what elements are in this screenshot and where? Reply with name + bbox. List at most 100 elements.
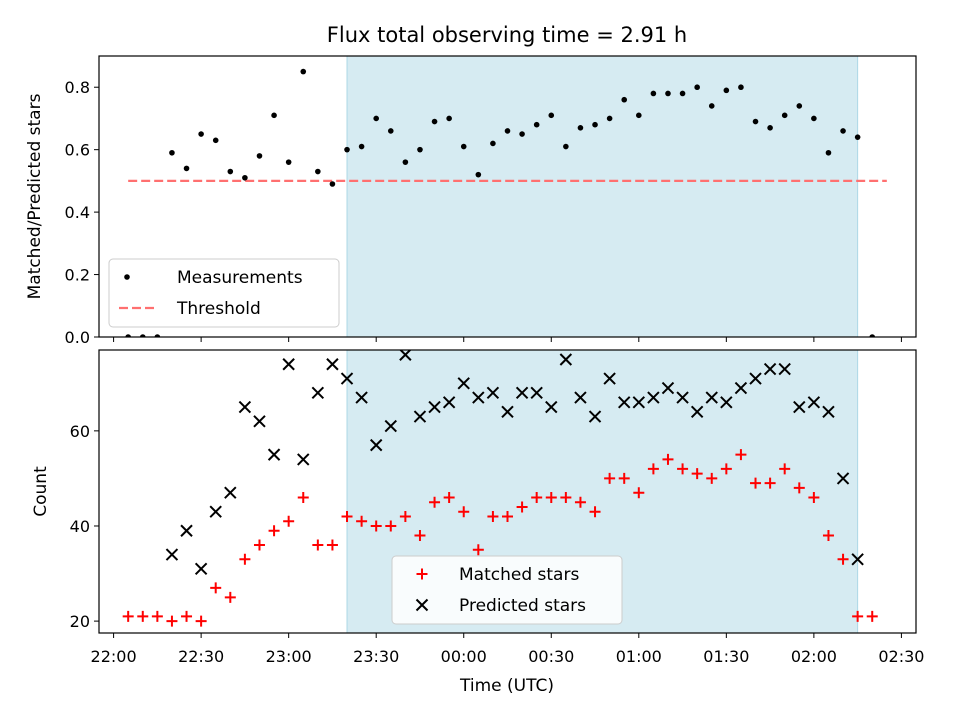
measurements-point bbox=[781, 112, 788, 119]
matched-stars-point bbox=[545, 491, 557, 503]
x-tick-label: 00:30 bbox=[528, 647, 574, 666]
measurements-point bbox=[198, 131, 204, 137]
y-tick-label: 0.6 bbox=[65, 141, 90, 160]
measurements-point bbox=[490, 140, 496, 147]
predicted-stars-point bbox=[574, 391, 587, 404]
matched-stars-point bbox=[720, 463, 732, 475]
predicted-stars-point bbox=[778, 362, 791, 376]
chart-title: Flux total observing time = 2.91 h bbox=[327, 23, 687, 47]
measurements-point bbox=[285, 159, 292, 165]
predicted-stars-point bbox=[851, 553, 864, 566]
legend: Measurements Threshold bbox=[108, 258, 340, 328]
x-tick-label: 02:00 bbox=[791, 647, 837, 666]
predicted-stars-point bbox=[267, 448, 281, 461]
matched-stars-point bbox=[735, 449, 747, 461]
matched-stars-point bbox=[399, 510, 411, 522]
matched-stars-point bbox=[137, 610, 149, 622]
matched-stars-point bbox=[429, 496, 441, 508]
measurements-point bbox=[708, 103, 715, 109]
measurements-point bbox=[767, 125, 773, 131]
x-tick-label: 23:30 bbox=[353, 647, 399, 666]
matched-stars-point bbox=[574, 496, 586, 508]
x-tick-label: 01:00 bbox=[616, 647, 662, 666]
matched-stars-point bbox=[312, 539, 324, 551]
x-tick-label: 22:00 bbox=[91, 647, 137, 666]
measurements-point bbox=[300, 68, 307, 75]
measurements-point bbox=[854, 134, 861, 140]
matched-stars-point bbox=[779, 463, 791, 475]
predicted-stars-point bbox=[399, 350, 412, 361]
matched-stars-point bbox=[764, 477, 776, 489]
x-tick-label: 01:30 bbox=[703, 647, 749, 666]
predicted-stars-point bbox=[807, 396, 821, 409]
matched-stars-point bbox=[560, 491, 572, 503]
matched-stars-point bbox=[647, 463, 659, 475]
measurements-point bbox=[256, 153, 263, 159]
matched-stars-point bbox=[793, 482, 805, 494]
x-tick-label: 00:00 bbox=[441, 647, 487, 666]
predicted-stars-point bbox=[632, 396, 646, 409]
matched-stars-point bbox=[385, 520, 397, 532]
predicted-stars-point bbox=[749, 372, 762, 385]
predicted-stars-point bbox=[253, 415, 266, 428]
predicted-stars-point bbox=[297, 453, 310, 466]
matched-stars-point bbox=[370, 520, 382, 532]
predicted-stars-point bbox=[705, 391, 718, 404]
predicted-stars-point bbox=[486, 386, 500, 400]
y-tick-label: 20 bbox=[70, 612, 90, 631]
predicted-stars-point bbox=[530, 386, 543, 400]
matched-stars-point bbox=[210, 582, 222, 594]
predicted-stars-point bbox=[734, 381, 748, 395]
measurements-point bbox=[446, 115, 452, 122]
measurements-point bbox=[738, 84, 744, 91]
y-tick-label: 60 bbox=[70, 422, 90, 441]
matched-stars-point bbox=[691, 468, 703, 480]
matched-stars-point bbox=[487, 510, 499, 522]
measurements-point bbox=[329, 181, 336, 187]
predicted-stars-point bbox=[209, 505, 222, 518]
measurements-point bbox=[139, 334, 146, 337]
measurements-point bbox=[227, 168, 234, 175]
measurements-point bbox=[315, 168, 321, 175]
matched-stars-point bbox=[122, 610, 134, 622]
matched-stars-point bbox=[356, 515, 368, 527]
predicted-stars-point bbox=[384, 419, 397, 433]
y-axis-label: Count bbox=[31, 466, 51, 517]
legend-label: Threshold bbox=[176, 299, 261, 319]
predicted-stars-point bbox=[428, 400, 441, 414]
measurements-point bbox=[387, 128, 394, 134]
matched-stars-point bbox=[443, 491, 455, 503]
predicted-stars-point bbox=[369, 438, 383, 452]
legend-matched-swatch bbox=[416, 568, 428, 580]
measurements-point bbox=[212, 137, 219, 144]
measurements-point bbox=[679, 90, 686, 97]
predicted-stars-point bbox=[165, 548, 179, 561]
matched-stars-point bbox=[166, 615, 178, 627]
predicted-stars-point bbox=[238, 400, 252, 414]
predicted-stars-point bbox=[472, 391, 485, 404]
predicted-stars-point bbox=[355, 391, 368, 404]
measurements-point bbox=[606, 115, 613, 122]
predicted-stars-point bbox=[559, 353, 573, 366]
predicted-stars-point bbox=[588, 410, 602, 423]
legend-measurements-swatch bbox=[124, 274, 130, 280]
predicted-stars-point bbox=[180, 524, 193, 537]
measurements-point bbox=[154, 334, 161, 337]
axes-frame bbox=[98, 55, 917, 338]
predicted-stars-point bbox=[720, 396, 733, 409]
predicted-stars-point bbox=[224, 486, 237, 499]
x-tick-label: 22:30 bbox=[178, 647, 224, 666]
predicted-stars-point bbox=[515, 386, 529, 400]
measurements-point bbox=[402, 159, 409, 165]
y-tick-label: 0.2 bbox=[65, 266, 90, 285]
predicted-stars-point bbox=[822, 405, 835, 419]
x-tick-label: 02:30 bbox=[878, 647, 924, 666]
matched-stars-point bbox=[253, 539, 265, 551]
matched-stars-point bbox=[750, 477, 762, 489]
matched-stars-point bbox=[866, 610, 878, 622]
predicted-stars-point bbox=[618, 396, 631, 409]
measurements-point bbox=[358, 143, 365, 150]
matched-stars-point bbox=[589, 506, 601, 518]
predicted-stars-point bbox=[194, 562, 208, 575]
measurements-point bbox=[563, 143, 569, 150]
